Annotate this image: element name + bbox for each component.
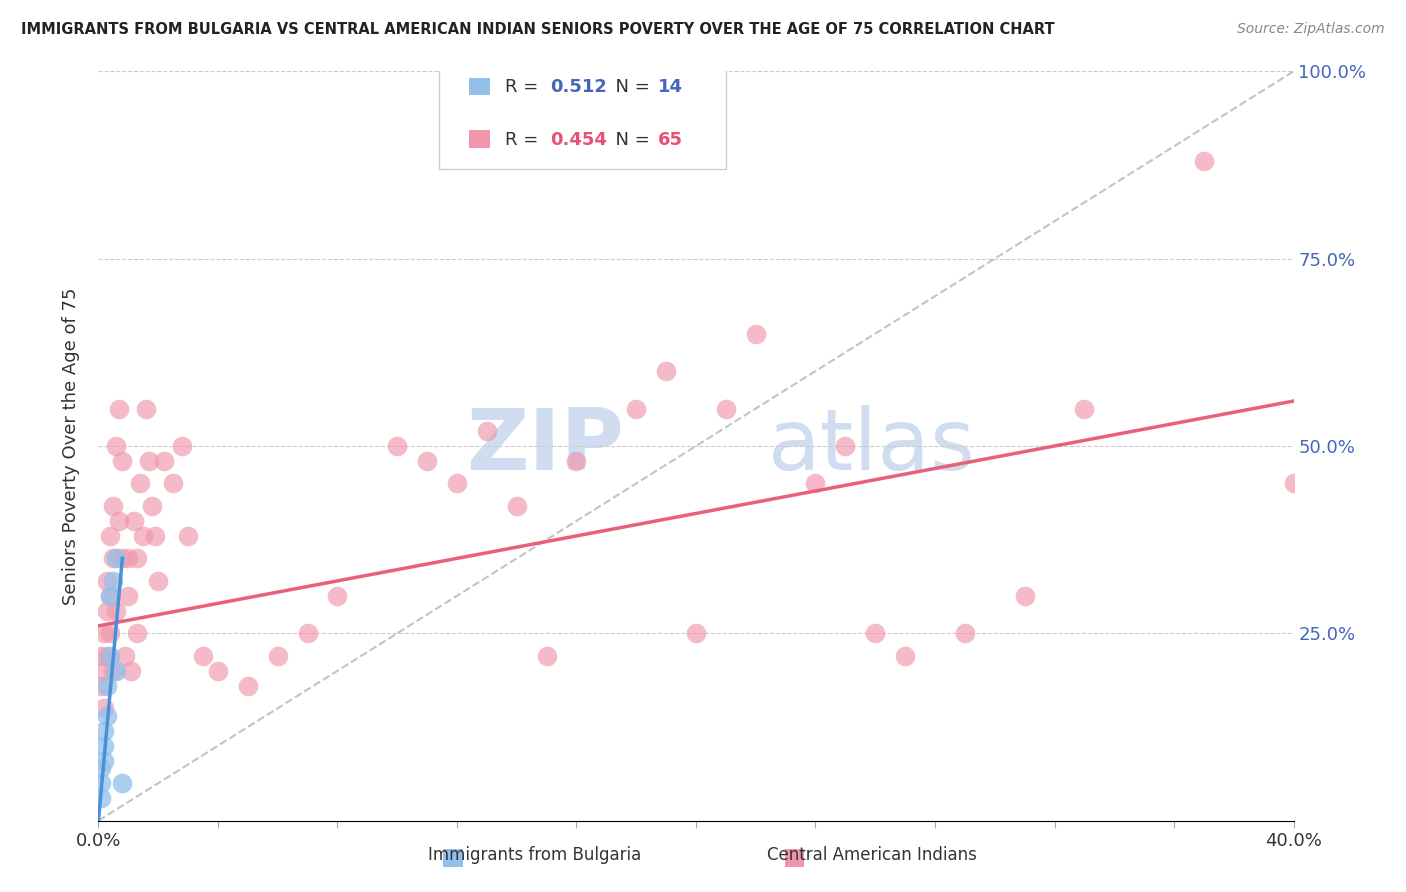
Text: Central American Indians: Central American Indians xyxy=(766,846,977,863)
Text: 0.512: 0.512 xyxy=(550,78,607,96)
Point xyxy=(506,499,529,513)
Point xyxy=(1073,401,1095,416)
Point xyxy=(1014,589,1036,603)
Point xyxy=(446,476,468,491)
Point xyxy=(138,454,160,468)
Point xyxy=(108,401,131,416)
Point xyxy=(105,551,128,566)
Point xyxy=(565,454,588,468)
Point xyxy=(117,551,139,566)
Point xyxy=(162,476,184,491)
Point xyxy=(90,761,112,775)
Y-axis label: Seniors Poverty Over the Age of 75: Seniors Poverty Over the Age of 75 xyxy=(62,287,80,605)
Point xyxy=(177,529,200,543)
Text: ZIP: ZIP xyxy=(467,404,624,488)
Point xyxy=(96,604,118,618)
Point xyxy=(93,664,115,678)
Point xyxy=(111,454,134,468)
Point xyxy=(267,648,290,663)
Text: R =: R = xyxy=(505,131,544,149)
Text: Source: ZipAtlas.com: Source: ZipAtlas.com xyxy=(1237,22,1385,37)
Point xyxy=(172,439,194,453)
Point xyxy=(865,626,887,640)
Point xyxy=(804,476,827,491)
Point xyxy=(127,551,149,566)
Point xyxy=(98,529,122,543)
Point xyxy=(93,723,115,738)
Point xyxy=(96,574,118,588)
Point xyxy=(93,739,115,753)
Point xyxy=(236,679,259,693)
Point xyxy=(143,529,166,543)
Point xyxy=(96,708,118,723)
Text: R =: R = xyxy=(505,78,544,96)
Point xyxy=(385,439,409,453)
Point xyxy=(1192,154,1215,169)
Point xyxy=(98,589,122,603)
Point xyxy=(207,664,229,678)
Point xyxy=(98,626,122,640)
Point xyxy=(127,626,149,640)
FancyBboxPatch shape xyxy=(470,130,491,148)
Point xyxy=(153,454,176,468)
Point xyxy=(135,401,157,416)
Point xyxy=(105,664,128,678)
Point xyxy=(114,648,136,663)
Point xyxy=(103,664,125,678)
Point xyxy=(108,514,131,528)
Point xyxy=(98,589,122,603)
Point xyxy=(90,791,112,805)
Point xyxy=(103,551,125,566)
Point xyxy=(297,626,319,640)
Text: N =: N = xyxy=(605,78,655,96)
Point xyxy=(124,514,146,528)
Point xyxy=(536,648,558,663)
Text: N =: N = xyxy=(605,131,655,149)
Point xyxy=(191,648,214,663)
Point xyxy=(103,499,125,513)
Point xyxy=(141,499,163,513)
Point xyxy=(103,574,125,588)
FancyBboxPatch shape xyxy=(470,78,491,95)
Point xyxy=(745,326,768,341)
Point xyxy=(105,439,128,453)
Point xyxy=(475,424,498,438)
Point xyxy=(953,626,976,640)
Point xyxy=(148,574,170,588)
Point xyxy=(96,648,118,663)
Point xyxy=(90,776,112,790)
Point xyxy=(117,589,139,603)
Text: 0.454: 0.454 xyxy=(550,131,607,149)
Point xyxy=(894,648,917,663)
Point xyxy=(111,776,134,790)
Point xyxy=(96,679,118,693)
Point xyxy=(90,679,112,693)
FancyBboxPatch shape xyxy=(439,56,725,169)
Text: 14: 14 xyxy=(658,78,683,96)
Point xyxy=(93,626,115,640)
Point xyxy=(1282,476,1305,491)
Point xyxy=(105,604,128,618)
Point xyxy=(714,401,737,416)
Point xyxy=(111,551,134,566)
Point xyxy=(655,364,678,378)
Point xyxy=(129,476,152,491)
Point xyxy=(685,626,707,640)
Point xyxy=(90,648,112,663)
Point xyxy=(120,664,142,678)
Text: 65: 65 xyxy=(658,131,683,149)
Point xyxy=(626,401,648,416)
Point xyxy=(93,754,115,768)
Text: Immigrants from Bulgaria: Immigrants from Bulgaria xyxy=(427,846,641,863)
Text: IMMIGRANTS FROM BULGARIA VS CENTRAL AMERICAN INDIAN SENIORS POVERTY OVER THE AGE: IMMIGRANTS FROM BULGARIA VS CENTRAL AMER… xyxy=(21,22,1054,37)
Point xyxy=(93,701,115,715)
Text: atlas: atlas xyxy=(768,404,976,488)
Point xyxy=(132,529,155,543)
Point xyxy=(326,589,349,603)
Point xyxy=(98,648,122,663)
Point xyxy=(416,454,439,468)
Point xyxy=(834,439,856,453)
